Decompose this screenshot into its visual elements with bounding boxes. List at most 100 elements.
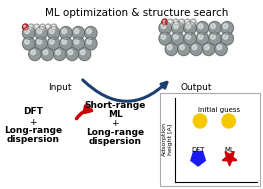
- Polygon shape: [222, 152, 237, 166]
- Circle shape: [221, 22, 234, 35]
- Circle shape: [190, 19, 196, 25]
- Polygon shape: [191, 152, 205, 166]
- Circle shape: [161, 34, 166, 39]
- Circle shape: [35, 37, 47, 50]
- Circle shape: [25, 39, 29, 44]
- Circle shape: [74, 29, 79, 34]
- Circle shape: [209, 32, 221, 45]
- Circle shape: [74, 39, 79, 44]
- Circle shape: [184, 32, 196, 45]
- Circle shape: [23, 37, 35, 50]
- Circle shape: [168, 19, 173, 25]
- Circle shape: [40, 24, 45, 30]
- Circle shape: [221, 32, 234, 45]
- Circle shape: [87, 29, 91, 34]
- Circle shape: [23, 25, 26, 27]
- Circle shape: [51, 24, 57, 30]
- Circle shape: [186, 24, 191, 29]
- Text: DFT: DFT: [23, 107, 43, 116]
- Circle shape: [72, 26, 84, 40]
- Circle shape: [29, 48, 41, 60]
- Circle shape: [179, 19, 185, 25]
- Circle shape: [34, 24, 40, 30]
- Circle shape: [186, 34, 191, 39]
- Circle shape: [215, 43, 227, 56]
- Circle shape: [171, 22, 184, 35]
- FancyArrowPatch shape: [83, 80, 167, 101]
- Circle shape: [222, 114, 235, 128]
- Text: +: +: [29, 118, 37, 127]
- Circle shape: [163, 20, 165, 22]
- Circle shape: [25, 29, 29, 34]
- Text: +: +: [111, 119, 119, 128]
- Circle shape: [217, 45, 222, 50]
- Circle shape: [49, 39, 54, 44]
- Text: ML: ML: [108, 110, 123, 119]
- Circle shape: [35, 25, 37, 27]
- Circle shape: [47, 37, 60, 50]
- Circle shape: [23, 24, 28, 30]
- Circle shape: [171, 32, 184, 45]
- Circle shape: [37, 39, 42, 44]
- Circle shape: [174, 20, 176, 22]
- FancyBboxPatch shape: [160, 93, 260, 186]
- Text: Long-range: Long-range: [86, 128, 144, 137]
- Circle shape: [37, 29, 42, 34]
- Circle shape: [54, 48, 66, 60]
- Text: Short-range: Short-range: [84, 101, 146, 110]
- Circle shape: [62, 39, 67, 44]
- Text: Long-range: Long-range: [4, 126, 62, 135]
- Circle shape: [180, 20, 182, 22]
- Circle shape: [162, 19, 168, 25]
- Circle shape: [45, 24, 51, 30]
- Circle shape: [80, 50, 85, 55]
- Circle shape: [209, 22, 221, 35]
- Text: DFT: DFT: [191, 147, 205, 153]
- Circle shape: [23, 26, 35, 40]
- Text: Initial guess: Initial guess: [198, 107, 240, 113]
- Circle shape: [198, 24, 203, 29]
- Circle shape: [190, 43, 203, 56]
- Circle shape: [161, 24, 166, 29]
- Circle shape: [196, 32, 209, 45]
- Circle shape: [211, 24, 215, 29]
- Circle shape: [52, 25, 54, 27]
- Text: ML optimization & structure search: ML optimization & structure search: [45, 8, 229, 18]
- Circle shape: [223, 24, 228, 29]
- Circle shape: [159, 32, 171, 45]
- Circle shape: [178, 43, 190, 56]
- Circle shape: [84, 37, 97, 50]
- Circle shape: [84, 26, 97, 40]
- Circle shape: [180, 45, 184, 50]
- Circle shape: [72, 37, 84, 50]
- Circle shape: [205, 45, 209, 50]
- Text: ML: ML: [225, 147, 235, 153]
- Circle shape: [47, 26, 60, 40]
- Circle shape: [192, 45, 197, 50]
- Circle shape: [198, 34, 203, 39]
- Text: dispersion: dispersion: [89, 137, 141, 146]
- Circle shape: [60, 37, 72, 50]
- Text: Adsorption
height [A]: Adsorption height [A]: [162, 122, 173, 156]
- Circle shape: [43, 50, 48, 55]
- Circle shape: [29, 25, 31, 27]
- Circle shape: [173, 19, 179, 25]
- Circle shape: [60, 26, 72, 40]
- Text: Output: Output: [180, 83, 212, 92]
- Circle shape: [49, 29, 54, 34]
- Circle shape: [87, 39, 91, 44]
- Circle shape: [62, 29, 67, 34]
- Text: dispersion: dispersion: [7, 135, 59, 144]
- Text: Input: Input: [48, 83, 72, 92]
- Circle shape: [211, 34, 215, 39]
- Circle shape: [165, 43, 178, 56]
- Circle shape: [203, 43, 215, 56]
- Circle shape: [186, 20, 188, 22]
- Circle shape: [193, 114, 207, 128]
- Circle shape: [66, 48, 78, 60]
- Circle shape: [174, 24, 178, 29]
- Circle shape: [169, 20, 171, 22]
- Circle shape: [35, 26, 47, 40]
- Circle shape: [174, 34, 178, 39]
- Circle shape: [41, 48, 54, 60]
